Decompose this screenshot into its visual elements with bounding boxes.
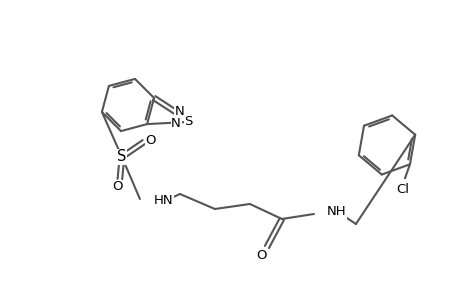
- Text: N: N: [174, 105, 184, 118]
- Text: NH: NH: [326, 206, 346, 218]
- Text: N: N: [171, 117, 180, 130]
- Text: Cl: Cl: [396, 183, 409, 196]
- Text: HN: HN: [154, 194, 173, 208]
- Text: O: O: [112, 181, 123, 194]
- Text: S: S: [117, 149, 126, 164]
- Text: O: O: [256, 250, 267, 262]
- Text: S: S: [184, 115, 192, 128]
- Text: O: O: [146, 134, 156, 148]
